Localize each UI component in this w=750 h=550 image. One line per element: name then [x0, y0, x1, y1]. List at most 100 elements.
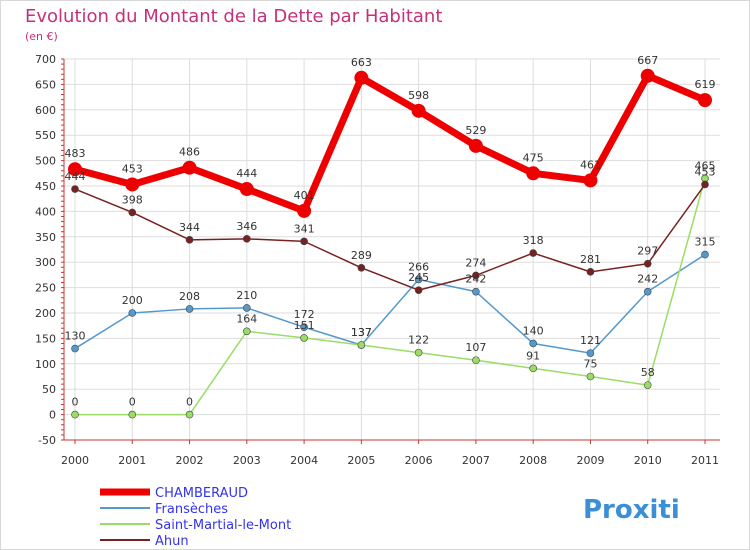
data-label-franseches: 200 — [122, 294, 143, 307]
data-point-chamberaud — [411, 103, 426, 118]
data-point-chamberaud — [297, 203, 312, 218]
data-label-ahun: 245 — [408, 271, 429, 284]
data-point-franseches — [300, 323, 308, 332]
data-label-franseches: 266 — [408, 260, 429, 273]
data-point-ahun — [71, 185, 79, 193]
legend-label-saint-martial-le-mont: Saint-Martial-le-Mont — [155, 518, 291, 533]
y-tick-label: 550 — [35, 129, 56, 142]
data-label-ahun: 453 — [695, 165, 716, 178]
y-tick-label: 150 — [35, 332, 56, 345]
data-label-saint-martial-le-mont: 107 — [465, 341, 486, 354]
data-label-chamberaud: 444 — [236, 167, 257, 180]
data-point-saint-martial-le-mont — [643, 381, 652, 389]
data-label-chamberaud: 475 — [523, 151, 544, 164]
data-label-ahun: 274 — [465, 256, 486, 269]
data-point-chamberaud — [125, 177, 140, 192]
data-label-saint-martial-le-mont: 58 — [641, 366, 655, 379]
chart-title: Evolution du Montant de la Dette par Hab… — [25, 6, 442, 27]
data-label-chamberaud: 598 — [408, 89, 429, 102]
data-point-saint-martial-le-mont — [472, 356, 480, 365]
data-label-franseches: 315 — [695, 236, 716, 249]
data-label-franseches: 172 — [294, 308, 315, 321]
data-label-saint-martial-le-mont: 122 — [408, 334, 429, 347]
data-point-ahun — [185, 236, 194, 244]
data-label-saint-martial-le-mont: 0 — [186, 396, 193, 409]
data-point-saint-martial-le-mont — [185, 410, 194, 419]
y-tick-label: 300 — [35, 256, 56, 269]
x-tick-label: 2006 — [405, 454, 433, 467]
data-point-saint-martial-le-mont — [71, 410, 79, 419]
series-lines — [68, 68, 712, 419]
x-tick-label: 2003 — [233, 454, 261, 467]
data-point-chamberaud — [526, 166, 541, 181]
data-label-ahun: 289 — [351, 249, 372, 262]
data-label-franseches: 137 — [351, 326, 372, 339]
y-tick-label: 200 — [35, 307, 56, 320]
data-point-saint-martial-le-mont — [414, 348, 423, 357]
y-tick-label: 350 — [35, 231, 56, 244]
data-point-franseches — [586, 349, 595, 357]
legend-label-franseches: Fransèches — [155, 502, 228, 517]
data-point-ahun — [357, 263, 366, 272]
data-point-ahun — [414, 286, 423, 294]
data-point-saint-martial-le-mont — [243, 327, 251, 336]
series-line-franseches — [74, 253, 706, 354]
data-label-franseches: 210 — [236, 289, 257, 302]
data-point-ahun — [529, 249, 537, 257]
data-point-chamberaud — [68, 162, 82, 177]
data-label-ahun: 297 — [637, 245, 658, 258]
legend: CHAMBERAUDFransèchesSaint-Martial-le-Mon… — [100, 486, 291, 549]
data-label-saint-martial-le-mont: 151 — [294, 319, 315, 332]
y-tick-label: 600 — [35, 104, 56, 117]
data-label-chamberaud: 529 — [465, 124, 486, 137]
data-point-ahun — [472, 271, 480, 280]
y-tick-label: -50 — [38, 434, 56, 447]
data-label-ahun: 281 — [580, 253, 601, 266]
data-label-chamberaud: 483 — [65, 147, 86, 160]
data-label-franseches: 121 — [580, 334, 601, 347]
x-tick-label: 2008 — [519, 454, 547, 467]
grid — [64, 58, 720, 441]
y-tick-label: 500 — [35, 155, 56, 168]
y-tick-label: 250 — [35, 282, 56, 295]
data-label-ahun: 346 — [236, 220, 257, 233]
series-line-saint-martial-le-mont — [75, 178, 706, 416]
data-point-chamberaud — [354, 70, 369, 85]
y-tick-label: 450 — [35, 180, 56, 193]
data-label-saint-martial-le-mont: 0 — [72, 396, 79, 409]
y-tick-label: 700 — [35, 53, 56, 66]
axes: -50 0 50 100 150 200 250 300 350 400 450 500 550 600 6… — [35, 53, 720, 467]
data-label-franseches: 242 — [465, 273, 486, 286]
data-point-chamberaud — [468, 138, 483, 153]
data-point-ahun — [643, 259, 652, 268]
data-label-saint-martial-le-mont: 75 — [583, 358, 597, 371]
data-point-franseches — [185, 305, 194, 313]
data-label-franseches: 208 — [179, 290, 200, 303]
data-label-ahun: 341 — [294, 222, 315, 235]
data-point-ahun — [128, 208, 137, 217]
legend-label-ahun: Ahun — [155, 534, 189, 549]
data-point-ahun — [243, 235, 251, 243]
x-tick-label: 2010 — [634, 454, 662, 467]
data-label-chamberaud: 619 — [695, 78, 716, 91]
data-point-franseches — [701, 250, 709, 259]
data-point-franseches — [414, 275, 423, 284]
legend-label-chamberaud: CHAMBERAUD — [155, 486, 248, 501]
proxiti-logo: Proxiti — [583, 495, 680, 525]
data-point-franseches — [128, 309, 137, 317]
data-label-ahun: 444 — [65, 170, 86, 183]
data-point-saint-martial-le-mont — [128, 410, 137, 419]
data-label-saint-martial-le-mont: 164 — [236, 312, 257, 325]
data-label-saint-martial-le-mont: 465 — [695, 159, 716, 172]
data-point-chamberaud — [698, 93, 712, 108]
data-point-franseches — [243, 304, 251, 312]
x-tick-label: 2007 — [462, 454, 490, 467]
x-tick-label: 2002 — [176, 454, 204, 467]
data-label-ahun: 318 — [523, 234, 544, 247]
data-point-franseches — [71, 344, 79, 353]
x-tick-label: 2005 — [347, 454, 375, 467]
data-label-ahun: 344 — [179, 221, 200, 234]
x-tick-label: 2004 — [290, 454, 318, 467]
y-tick-label: 0 — [49, 409, 56, 422]
